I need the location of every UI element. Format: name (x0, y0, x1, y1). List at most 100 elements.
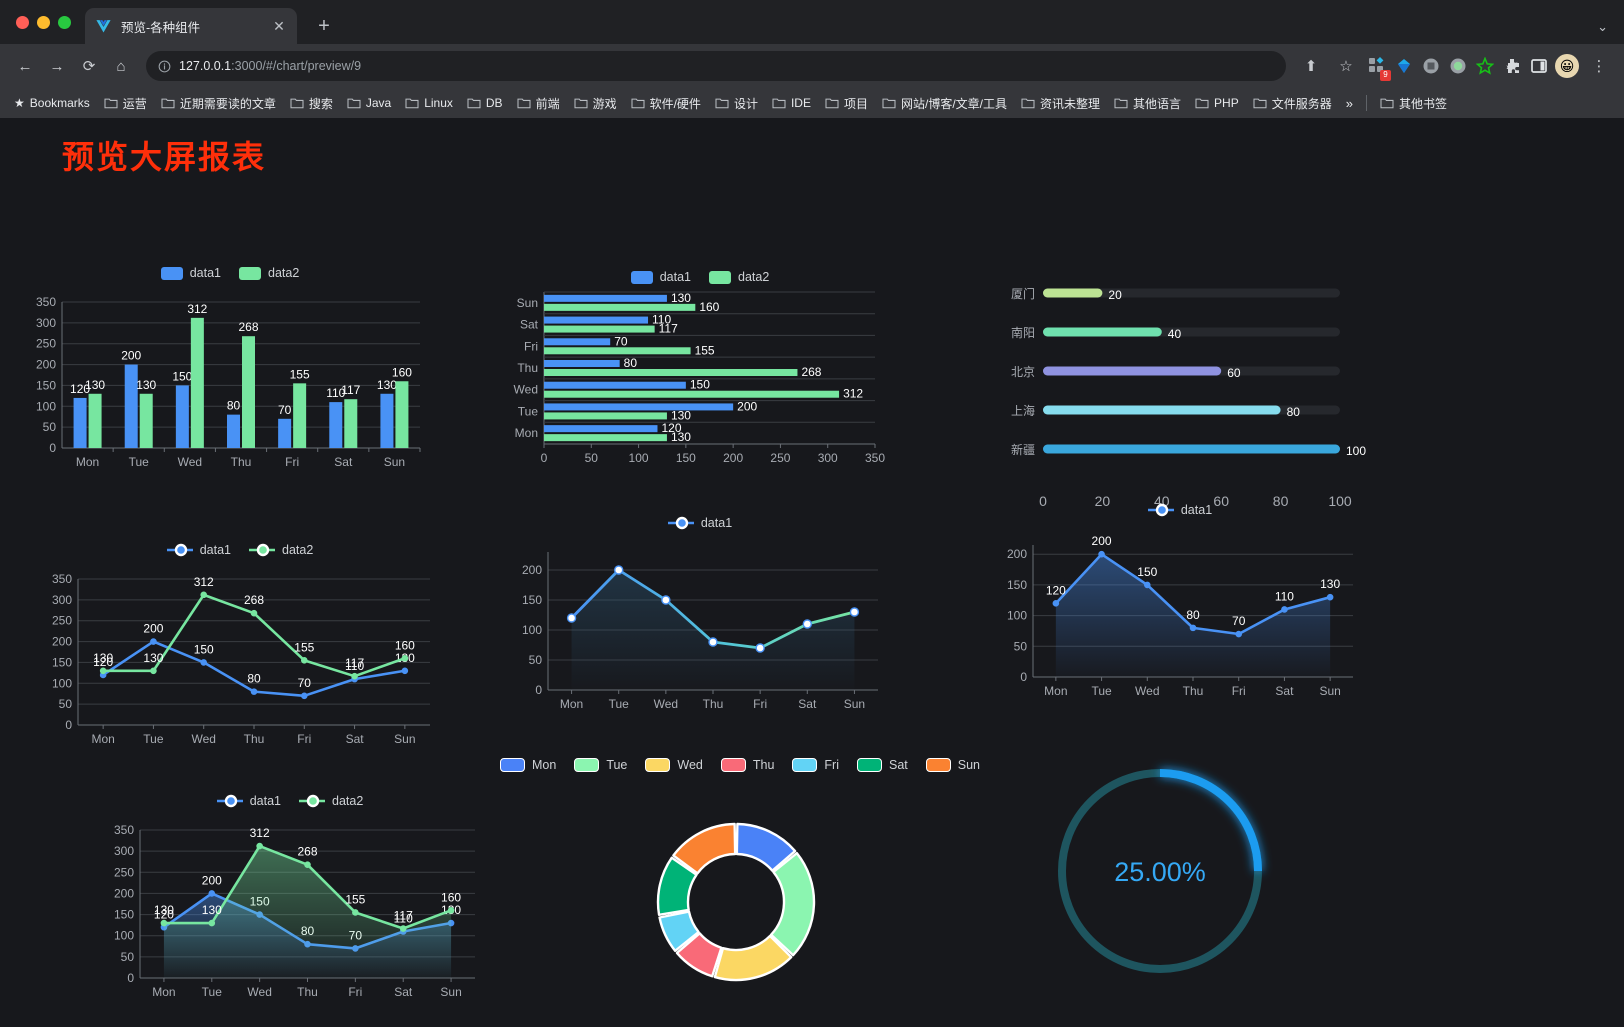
data-point[interactable] (208, 919, 216, 927)
puzzle-icon[interactable] (1501, 55, 1523, 77)
bar[interactable] (242, 336, 255, 448)
bookmark-folder-5[interactable]: DB (461, 93, 509, 113)
chevron-down-icon[interactable]: ⌄ (1597, 19, 1608, 34)
bookmark-folder-16[interactable]: 文件服务器 (1247, 92, 1338, 115)
line-chart-two-series[interactable]: 0 50 100 150 200 250 300 350 Mon Tue Wed Thu Fri Sat S… (30, 557, 450, 752)
data-point[interactable] (150, 638, 157, 645)
legend-item-data1[interactable]: data1 (166, 543, 231, 557)
data-point[interactable] (1235, 630, 1243, 638)
bookmark-folder-3[interactable]: Java (341, 93, 397, 113)
home-button[interactable]: ⌂ (116, 57, 126, 75)
bookmark-folder-0[interactable]: 运营 (98, 92, 153, 115)
progress-fill[interactable] (1043, 288, 1103, 298)
bar[interactable] (544, 360, 620, 367)
pie-slice-Fri[interactable] (658, 910, 700, 953)
bar[interactable] (544, 434, 667, 442)
close-tab-button[interactable]: ✕ (273, 18, 285, 34)
bookmark-folder-1[interactable]: 近期需要读的文章 (155, 92, 282, 115)
bar[interactable] (544, 325, 655, 333)
area-chart-single[interactable]: 0 50 100 150 200 Mon Tue Wed Thu Fri Sat Sun 120 200 1… (985, 517, 1375, 707)
progress-fill[interactable] (1043, 366, 1222, 376)
minimize-window-button[interactable] (37, 15, 50, 29)
progress-fill[interactable] (1043, 405, 1281, 415)
data-point[interactable] (708, 637, 718, 647)
star-green-icon[interactable] (1474, 55, 1496, 77)
bar[interactable] (175, 385, 189, 448)
data-point[interactable] (208, 890, 216, 897)
new-tab-button[interactable]: + (318, 15, 330, 37)
legend-item-Tue[interactable]: Tue (574, 758, 627, 772)
progress-bar-chart[interactable]: 厦门 20 南阳 40 北京 60 上海 80 新疆 100 0 20 40 60 80 100 (985, 273, 1375, 508)
legend-item-Sat[interactable]: Sat (857, 758, 908, 772)
bar[interactable] (544, 381, 686, 389)
bar[interactable] (544, 294, 667, 302)
browser-menu-button[interactable]: ⋮ (1591, 58, 1607, 75)
reload-button[interactable]: ⟳ (82, 58, 96, 75)
legend-item-data2[interactable]: data2 (709, 270, 769, 284)
legend-item-data2[interactable]: data2 (239, 266, 299, 280)
data-point[interactable] (352, 909, 359, 916)
sidepanel-icon[interactable] (1528, 55, 1550, 77)
data-point[interactable] (351, 672, 358, 680)
legend-item-data1[interactable]: data1 (667, 516, 732, 530)
bar[interactable] (139, 393, 153, 448)
legend-item-Wed[interactable]: Wed (645, 758, 703, 772)
bookmark-folder-2[interactable]: 搜索 (284, 92, 339, 115)
bookmark-folder-10[interactable]: IDE (766, 93, 817, 113)
back-button[interactable]: ← (17, 57, 33, 75)
data-point[interactable] (1052, 600, 1060, 607)
bookmark-folder-8[interactable]: 软件/硬件 (625, 92, 707, 115)
legend-item-Mon[interactable]: Mon (499, 758, 556, 772)
data-point[interactable] (99, 667, 107, 675)
bookmark-folder-11[interactable]: 项目 (819, 92, 874, 115)
bar[interactable] (124, 364, 138, 448)
bookmark-folder-4[interactable]: Linux (399, 93, 459, 113)
data-point[interactable] (1098, 550, 1105, 558)
bar[interactable] (544, 347, 691, 355)
data-point[interactable] (300, 657, 308, 664)
profile-avatar[interactable]: 😀 (1555, 54, 1579, 78)
bookmark-folder-13[interactable]: 资讯未整理 (1015, 92, 1106, 115)
bar[interactable] (544, 390, 840, 398)
pie-slice-Mon[interactable] (735, 822, 797, 872)
legend-item-Thu[interactable]: Thu (720, 758, 774, 772)
forward-button[interactable]: → (49, 57, 65, 75)
bar[interactable] (293, 383, 307, 448)
diamond-icon[interactable] (1393, 55, 1415, 77)
bar[interactable] (544, 403, 734, 411)
gauge-progress-arc[interactable] (1159, 769, 1262, 872)
bookmark-folder-12[interactable]: 网站/博客/文章/工具 (876, 92, 1013, 115)
circle-green-icon[interactable] (1447, 55, 1469, 77)
bar[interactable] (544, 425, 658, 433)
data-point[interactable] (1326, 593, 1334, 601)
bar[interactable] (73, 397, 87, 448)
legend-item-data1[interactable]: data1 (216, 794, 281, 808)
bookmarks-root[interactable]: ★ Bookmarks (8, 93, 96, 113)
gradient-line-chart[interactable]: 0 50 100 150 200 Mon Tue Wed Thu Fri Sat Sun (500, 530, 900, 720)
bar[interactable] (344, 399, 358, 448)
progress-fill[interactable] (1043, 327, 1162, 337)
pie-slice-Wed[interactable] (713, 934, 793, 982)
data-point[interactable] (447, 907, 455, 914)
bookmark-folder-6[interactable]: 前端 (511, 92, 566, 115)
bar[interactable] (544, 338, 611, 346)
data-point[interactable] (160, 919, 168, 927)
gauge-chart[interactable]: 25.00% (1035, 743, 1295, 1003)
puzzle-grid-icon[interactable]: 9 (1366, 55, 1391, 81)
data-point[interactable] (566, 613, 577, 623)
address-bar[interactable]: 127.0.0.1:3000/#/chart/preview/9 (146, 51, 1286, 81)
maximize-window-button[interactable] (58, 15, 71, 29)
data-point[interactable] (250, 688, 258, 695)
bar[interactable] (190, 317, 204, 448)
data-point[interactable] (1189, 624, 1197, 632)
vertical-bar-chart[interactable]: 050100150200250300350Mon120130Tue200130W… (20, 280, 440, 495)
pie-slice-Sun[interactable] (672, 822, 737, 875)
data-point[interactable] (300, 692, 308, 700)
legend-item-data1[interactable]: data1 (1147, 503, 1212, 517)
share-icon[interactable]: ⬆ (1304, 58, 1318, 75)
data-point[interactable] (200, 591, 208, 599)
area-chart-two-series[interactable]: 0 50 100 150 200 250 300 350 Mon Tue Wed Thu Fri Sat S… (90, 808, 490, 1003)
legend-item-data2[interactable]: data2 (299, 794, 363, 808)
other-bookmarks[interactable]: 其他书签 (1374, 92, 1453, 115)
